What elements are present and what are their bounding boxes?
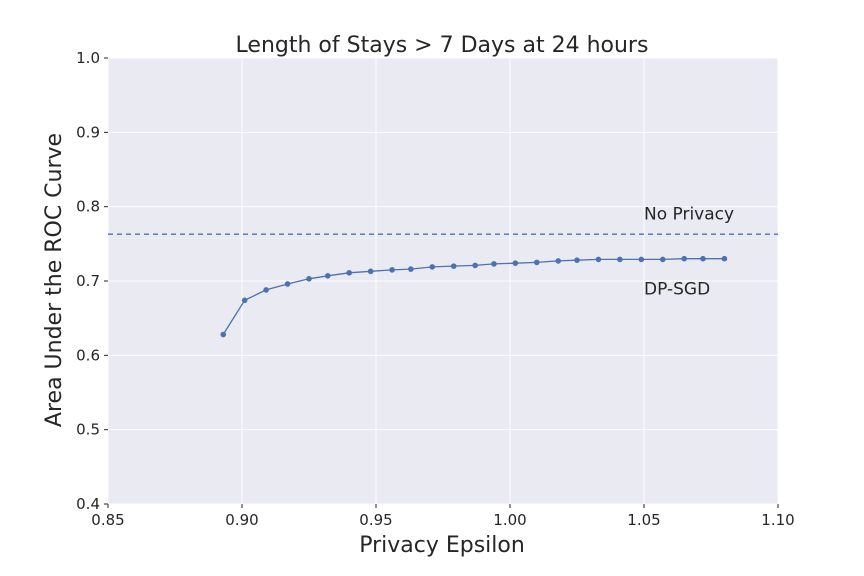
- x-tick-label: 0.95: [359, 511, 392, 529]
- x-axis-ticks: 0.85 0.90 0.95 1.00 1.05 1.10: [91, 504, 795, 529]
- data-point: [491, 261, 497, 267]
- data-point: [512, 260, 519, 266]
- x-tick-label: 1.10: [761, 511, 794, 529]
- y-axis-label: Area Under the ROC Curve: [42, 133, 67, 427]
- data-point: [534, 259, 540, 266]
- data-point: [389, 267, 395, 273]
- data-point: [574, 257, 580, 263]
- data-point: [346, 270, 353, 276]
- data-point: [284, 281, 291, 287]
- x-axis-label: Privacy Epsilon: [359, 533, 525, 558]
- annotations: No Privacy DP-SGD: [644, 204, 734, 299]
- dp-sgd-series: [220, 255, 728, 338]
- y-tick-label: 0.9: [76, 123, 100, 141]
- data-point: [659, 256, 666, 263]
- x-tick-label: 0.85: [91, 511, 124, 529]
- y-tick-label: 1.0: [76, 49, 100, 67]
- data-point: [617, 256, 623, 263]
- x-tick-label: 1.05: [627, 511, 660, 529]
- y-tick-label: 0.7: [76, 272, 100, 290]
- data-point: [681, 255, 687, 262]
- y-axis-ticks: 0.4 0.5 0.6 0.7 0.8 0.9 1.0: [76, 49, 108, 513]
- chart-title: Length of Stays > 7 Days at 24 hours: [236, 33, 649, 58]
- data-point: [263, 287, 269, 293]
- data-point: [472, 262, 478, 269]
- y-tick-label: 0.8: [76, 198, 100, 216]
- data-point: [700, 255, 706, 262]
- data-point: [306, 275, 312, 282]
- data-point: [241, 297, 248, 304]
- data-point: [638, 256, 645, 263]
- data-point: [220, 331, 227, 338]
- data-point: [408, 266, 414, 272]
- annotation-label: DP-SGD: [644, 279, 710, 299]
- y-tick-label: 0.5: [76, 421, 100, 439]
- y-tick-label: 0.4: [76, 495, 100, 513]
- data-point: [429, 264, 436, 270]
- x-tick-label: 1.00: [493, 511, 526, 529]
- grid-lines: [107, 57, 779, 505]
- data-point: [555, 258, 562, 264]
- data-point: [324, 272, 331, 279]
- data-point: [450, 263, 457, 269]
- data-point: [595, 256, 602, 263]
- data-point: [367, 268, 374, 275]
- data-point: [721, 255, 728, 262]
- annotation-label: No Privacy: [644, 204, 734, 224]
- y-tick-label: 0.6: [76, 346, 100, 364]
- x-tick-label: 0.90: [225, 511, 258, 529]
